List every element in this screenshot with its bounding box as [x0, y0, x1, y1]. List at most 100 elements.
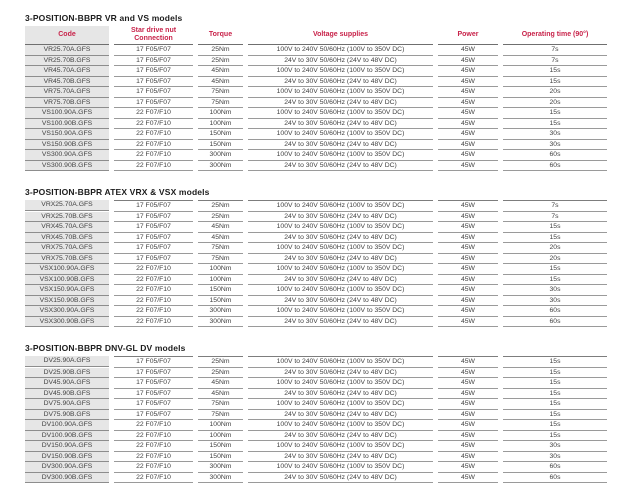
cell-power: 45W [438, 56, 498, 66]
table-body: VRX25.70A.GFS 17 F05/F07 25Nm 100V to 240V … [25, 200, 640, 327]
table-row: VS100.90B.GFS 22 F07/F10 100Nm 24V to 30V 5… [25, 118, 640, 129]
cell-torque: 75Nm [198, 98, 243, 108]
cell-voltage-supplies: 100V to 240V 50/60Hz (100V to 350V DC) [248, 399, 433, 410]
cell-torque: 300Nm [198, 161, 243, 171]
table-title: 3-POSITION-BBPR VR and VS models [25, 13, 183, 23]
table-row: VR25.70A.GFS 17 F05/F07 25Nm 100V to 240V 5… [25, 45, 640, 56]
column-header-voltage-supplies: Voltage supplies [248, 26, 433, 45]
table-title: 3-POSITION-BBPR ATEX VRX & VSX models [25, 187, 210, 197]
cell-star-drive-nut-connection: 17 F05/F07 [114, 389, 193, 399]
table-row: DV100.90A.GFS 22 F07/F10 100Nm 100V to 240V… [25, 420, 640, 431]
cell-operating-time: 15s [503, 275, 607, 285]
column-header-torque: Torque [198, 26, 243, 45]
code-cell: VSX150.90B.GFS [25, 295, 109, 306]
cell-voltage-supplies: 100V to 240V 50/60Hz (100V to 350V DC) [248, 285, 433, 296]
code-cell: DV150.90B.GFS [25, 451, 109, 462]
code-cell: DV75.90B.GFS [25, 409, 109, 420]
table-row: VS150.90A.GFS 22 F07/F10 150Nm 100V to 240V… [25, 129, 640, 140]
code-cell: VRX25.70A.GFS [25, 200, 109, 211]
cell-power: 45W [438, 222, 498, 233]
column-header-power: Power [438, 26, 498, 45]
cell-star-drive-nut-connection: 22 F07/F10 [114, 140, 193, 150]
cell-star-drive-nut-connection: 22 F07/F10 [114, 108, 193, 119]
table-row: VSX150.90A.GFS 22 F07/F10 150Nm 100V to 240… [25, 285, 640, 296]
table-row: VS150.90B.GFS 22 F07/F10 150Nm 24V to 30V 5… [25, 139, 640, 150]
cell-torque: 75Nm [198, 243, 243, 254]
table-row: DV45.90A.GFS 17 F05/F07 45Nm 100V to 240V 5… [25, 378, 640, 389]
cell-power: 45W [438, 140, 498, 150]
cell-power: 45W [438, 98, 498, 108]
cell-operating-time: 15s [503, 233, 607, 243]
cell-star-drive-nut-connection: 22 F07/F10 [114, 452, 193, 462]
code-cell: VR45.70B.GFS [25, 76, 109, 87]
code-cell: VRX45.70A.GFS [25, 222, 109, 233]
code-cell: VR45.70A.GFS [25, 66, 109, 77]
cell-voltage-supplies: 24V to 30V 50/60Hz (24V to 48V DC) [248, 473, 433, 483]
cell-torque: 150Nm [198, 140, 243, 150]
cell-power: 45W [438, 296, 498, 306]
cell-star-drive-nut-connection: 22 F07/F10 [114, 441, 193, 452]
cell-voltage-supplies: 100V to 240V 50/60Hz (100V to 350V DC) [248, 150, 433, 161]
cell-torque: 45Nm [198, 222, 243, 233]
cell-voltage-supplies: 24V to 30V 50/60Hz (24V to 48V DC) [248, 233, 433, 243]
cell-power: 45W [438, 317, 498, 327]
column-header-operating-time: Operating time (90°) [503, 26, 607, 45]
cell-operating-time: 15s [503, 378, 607, 389]
cell-operating-time: 60s [503, 462, 607, 473]
table-row: VRX25.70B.GFS 17 F05/F07 25Nm 24V to 30V 50… [25, 211, 640, 222]
cell-operating-time: 7s [503, 45, 607, 56]
cell-voltage-supplies: 24V to 30V 50/60Hz (24V to 48V DC) [248, 410, 433, 420]
cell-power: 45W [438, 420, 498, 431]
code-cell: VSX100.90A.GFS [25, 264, 109, 275]
cell-operating-time: 15s [503, 108, 607, 119]
table-row: VRX75.70B.GFS 17 F05/F07 75Nm 24V to 30V 50… [25, 253, 640, 264]
cell-star-drive-nut-connection: 22 F07/F10 [114, 473, 193, 483]
cell-power: 45W [438, 462, 498, 473]
cell-torque: 75Nm [198, 87, 243, 98]
cell-torque: 100Nm [198, 420, 243, 431]
cell-star-drive-nut-connection: 17 F05/F07 [114, 368, 193, 378]
cell-operating-time: 60s [503, 473, 607, 483]
code-cell: DV100.90A.GFS [25, 420, 109, 431]
cell-star-drive-nut-connection: 17 F05/F07 [114, 399, 193, 410]
table-row: DV300.90A.GFS 22 F07/F10 300Nm 100V to 240V… [25, 462, 640, 473]
cell-power: 45W [438, 473, 498, 483]
cell-operating-time: 20s [503, 98, 607, 108]
cell-star-drive-nut-connection: 17 F05/F07 [114, 356, 193, 368]
cell-power: 45W [438, 452, 498, 462]
cell-power: 45W [438, 431, 498, 441]
cell-voltage-supplies: 100V to 240V 50/60Hz (100V to 350V DC) [248, 200, 433, 212]
code-cell: VSX100.90B.GFS [25, 274, 109, 285]
cell-torque: 25Nm [198, 356, 243, 368]
cell-operating-time: 20s [503, 87, 607, 98]
cell-torque: 25Nm [198, 212, 243, 222]
cell-star-drive-nut-connection: 22 F07/F10 [114, 296, 193, 306]
cell-power: 45W [438, 129, 498, 140]
cell-star-drive-nut-connection: 17 F05/F07 [114, 66, 193, 77]
code-cell: VRX75.70B.GFS [25, 253, 109, 264]
code-cell: VS150.90A.GFS [25, 129, 109, 140]
cell-torque: 25Nm [198, 45, 243, 56]
cell-operating-time: 20s [503, 254, 607, 264]
cell-operating-time: 60s [503, 150, 607, 161]
code-cell: VSX300.90B.GFS [25, 316, 109, 327]
cell-power: 45W [438, 306, 498, 317]
cell-star-drive-nut-connection: 17 F05/F07 [114, 77, 193, 87]
table-row: VSX300.90A.GFS 22 F07/F10 300Nm 100V to 240… [25, 306, 640, 317]
cell-torque: 25Nm [198, 200, 243, 212]
code-cell: VSX300.90A.GFS [25, 306, 109, 317]
cell-power: 45W [438, 399, 498, 410]
cell-operating-time: 15s [503, 119, 607, 129]
cell-power: 45W [438, 119, 498, 129]
table-row: DV150.90A.GFS 22 F07/F10 150Nm 100V to 240V… [25, 441, 640, 452]
table-row: DV150.90B.GFS 22 F07/F10 150Nm 24V to 30V 5… [25, 451, 640, 462]
code-cell: VS150.90B.GFS [25, 139, 109, 150]
code-cell: VS100.90B.GFS [25, 118, 109, 129]
cell-operating-time: 15s [503, 66, 607, 77]
cell-power: 45W [438, 77, 498, 87]
cell-star-drive-nut-connection: 22 F07/F10 [114, 462, 193, 473]
cell-power: 45W [438, 161, 498, 171]
cell-voltage-supplies: 24V to 30V 50/60Hz (24V to 48V DC) [248, 452, 433, 462]
table-section-atex-vrx-vsx: 3-POSITION-BBPR ATEX VRX & VSX models VR… [25, 187, 640, 327]
cell-power: 45W [438, 212, 498, 222]
